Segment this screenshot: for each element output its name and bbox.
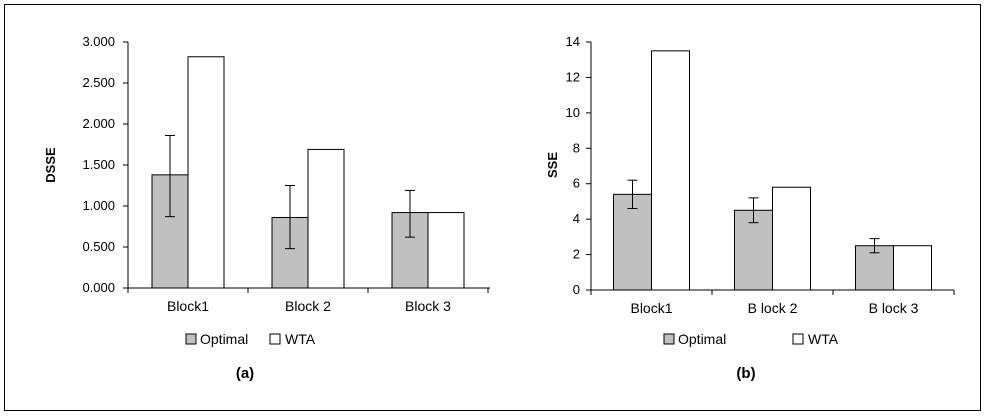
panel-a-chart: 0.000 0.500 1.000 1.500 2.000 2.500 3.000 Block…	[82, 34, 490, 314]
panel-a-x-tick-label: Block1	[167, 298, 209, 314]
panel-b-ylabel: SSE	[545, 152, 560, 178]
panel-b-label: (b)	[736, 365, 755, 382]
panel-b-y-tick-label: 10	[566, 105, 580, 120]
panel-b-bar-optimal	[734, 209, 773, 291]
panel-a-x-tick-label: Block 2	[285, 298, 331, 314]
panel-b-bar-optimal	[613, 193, 652, 291]
panel-a-y-tick-label: 1.000	[82, 198, 115, 213]
panel-a-y-tick-label: 2.500	[82, 75, 115, 90]
panel-b-bar-wta	[772, 186, 811, 291]
panel-a-legend-wta: WTA	[285, 331, 316, 347]
panel-b-y-tick-label: 8	[573, 140, 580, 155]
panel-b-bar-wta	[893, 245, 932, 291]
panel-b-x-tick-label: B lock 2	[748, 300, 798, 316]
panel-a-y-tick-label: 0.000	[82, 280, 115, 295]
panel-a-y-tick-label: 1.500	[82, 157, 115, 172]
panel-a-y-tick-label: 0.500	[82, 239, 115, 254]
panel-b-y-tick-label: 12	[566, 69, 580, 84]
panel-b-x-tick-label: Block1	[630, 300, 672, 316]
panel-a-y-tick-label: 2.000	[82, 116, 115, 131]
panel-b-chart: 0 2 4 6 8 10 12 14 Block1 B lock 2 B lock 3	[566, 34, 955, 316]
panel-a-bar-wta	[427, 212, 465, 289]
panel-b-x-tick-label: B lock 3	[869, 300, 919, 316]
panel-a-bar-wta	[307, 148, 345, 289]
panel-a-y-tick-label: 3.000	[82, 34, 115, 49]
panel-a-legend-optimal-swatch	[185, 333, 197, 345]
panel-b-y-tick-label: 2	[573, 247, 580, 262]
figure-frame	[4, 4, 981, 411]
panel-b-legend-optimal: Optimal	[678, 331, 726, 347]
panel-b-y-tick-label: 6	[573, 176, 580, 191]
panel-a-label: (a)	[236, 365, 254, 382]
panel-b-legend-optimal-swatch	[663, 333, 675, 345]
panel-b-y-tick-label: 0	[573, 282, 580, 297]
panel-b-legend-wta-swatch	[792, 333, 804, 345]
panel-a-legend-wta-swatch	[269, 333, 281, 345]
panel-a-legend-optimal: Optimal	[200, 331, 248, 347]
panel-b-legend-wta: WTA	[808, 331, 839, 347]
panel-a-x-tick-label: Block 3	[405, 298, 451, 314]
panel-b-y-tick-label: 14	[566, 34, 580, 49]
panel-b-y-tick-label: 4	[573, 211, 580, 226]
panel-a-bar-wta	[187, 56, 225, 289]
panel-b-bar-wta	[651, 50, 690, 291]
panel-a-ylabel: DSSE	[43, 147, 58, 183]
